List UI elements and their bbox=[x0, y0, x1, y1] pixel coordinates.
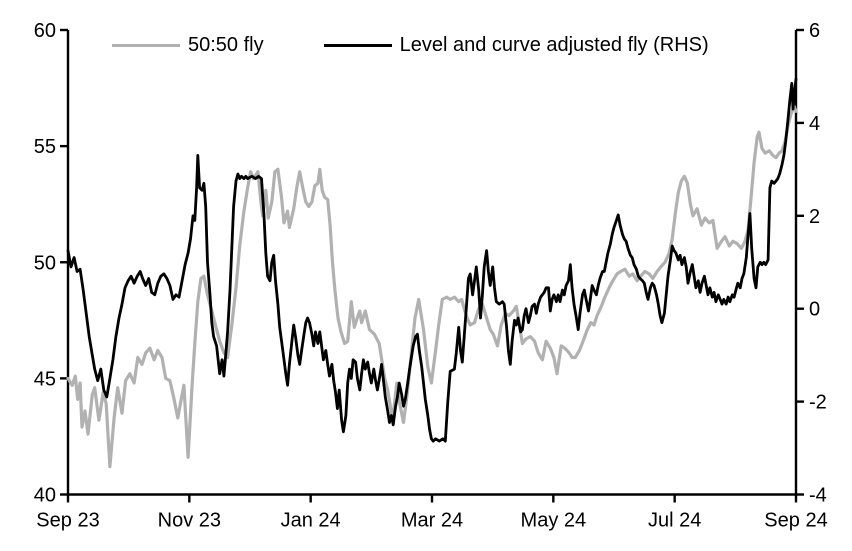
y-right-tick-label: 4 bbox=[809, 113, 820, 135]
y-left-tick-label: 40 bbox=[34, 485, 56, 507]
y-right-tick-label: -4 bbox=[809, 485, 827, 507]
legend-label-5050-fly: 50:50 fly bbox=[188, 34, 264, 56]
legend-item-5050-fly: 50:50 fly bbox=[112, 33, 264, 57]
series-5050-fly-line bbox=[66, 104, 798, 469]
x-tick-label: Jan 24 bbox=[281, 510, 341, 532]
x-tick-label: Sep 23 bbox=[36, 510, 99, 532]
y-right-tick-label: -2 bbox=[809, 392, 827, 414]
legend-label-adjusted-fly: Level and curve adjusted fly (RHS) bbox=[399, 34, 709, 56]
x-tick-label: Sep 24 bbox=[764, 510, 827, 532]
x-tick-label: Jul 24 bbox=[648, 510, 701, 532]
x-tick-label: Mar 24 bbox=[401, 510, 463, 532]
legend-swatch-adjusted-fly bbox=[323, 43, 392, 47]
y-right-tick-label: 2 bbox=[809, 206, 820, 228]
series-adjusted-fly-line bbox=[66, 77, 798, 443]
y-right-tick-label: 0 bbox=[809, 299, 820, 321]
y-left-tick-label: 55 bbox=[34, 136, 56, 158]
legend-item-adjusted-fly: Level and curve adjusted fly (RHS) bbox=[323, 33, 709, 57]
x-tick-label: May 24 bbox=[521, 510, 587, 532]
chart-legend: 50:50 fly Level and curve adjusted fly (… bbox=[112, 33, 709, 57]
x-tick-label: Nov 23 bbox=[158, 510, 221, 532]
y-left-tick-label: 60 bbox=[34, 20, 56, 42]
y-left-tick-label: 45 bbox=[34, 368, 56, 390]
y-left-tick-label: 50 bbox=[34, 252, 56, 274]
legend-swatch-5050-fly bbox=[112, 43, 180, 47]
y-right-tick-label: 6 bbox=[809, 20, 820, 42]
